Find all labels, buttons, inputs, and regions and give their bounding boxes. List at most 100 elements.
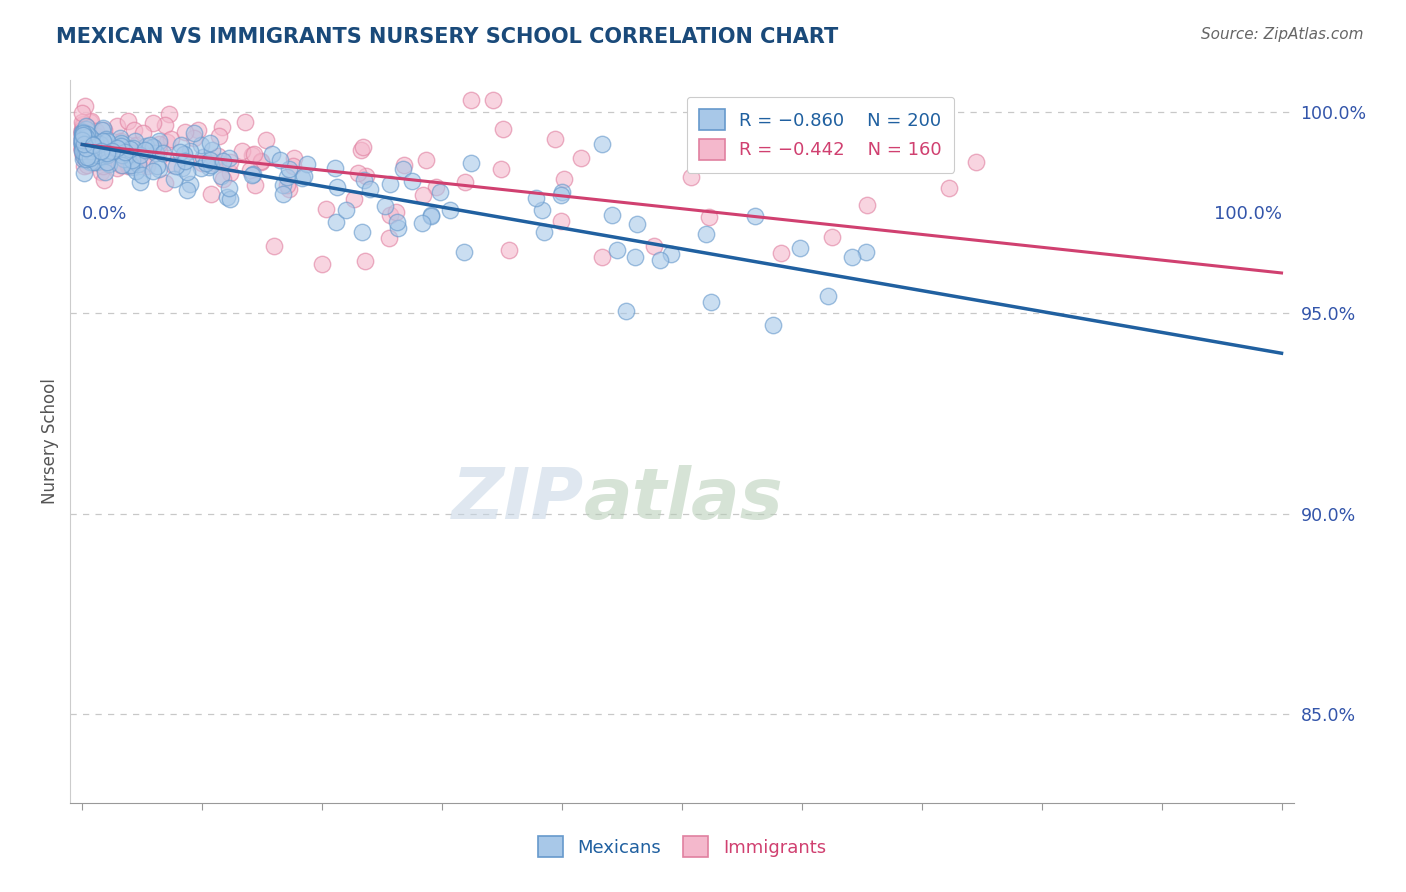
Point <box>425 179 447 194</box>
Point <box>82 147 104 161</box>
Point <box>72 143 94 157</box>
Point <box>93 123 115 137</box>
Point <box>82 142 104 156</box>
Point <box>72 135 94 149</box>
Point <box>212 172 235 186</box>
Point <box>453 244 475 259</box>
Point <box>242 167 264 181</box>
Point <box>77 133 100 147</box>
Point <box>72 130 94 145</box>
Point <box>550 214 572 228</box>
Point <box>75 152 97 166</box>
Point <box>240 168 263 182</box>
Point <box>614 303 637 318</box>
Point <box>135 139 157 153</box>
Point <box>94 146 117 161</box>
Point <box>72 126 94 140</box>
Point <box>117 114 139 128</box>
Point <box>89 137 111 152</box>
Point <box>79 152 101 166</box>
Point <box>311 257 333 271</box>
Point <box>139 137 162 152</box>
Point <box>76 134 98 148</box>
Point <box>73 129 96 144</box>
Point <box>544 132 567 146</box>
Point <box>73 142 96 156</box>
Point <box>174 125 197 139</box>
Point <box>72 136 94 151</box>
Point <box>84 124 107 138</box>
Point <box>72 127 94 141</box>
Point <box>163 171 186 186</box>
Point <box>82 141 104 155</box>
Point <box>173 147 195 161</box>
Point <box>72 132 94 146</box>
Point <box>111 148 134 162</box>
Point <box>207 149 229 163</box>
Point <box>97 157 120 171</box>
Point <box>72 137 94 152</box>
Point <box>86 128 108 143</box>
Point <box>121 161 143 175</box>
Point <box>131 169 153 183</box>
Point <box>72 129 94 144</box>
Point <box>200 186 222 201</box>
Point <box>75 141 97 155</box>
Point <box>72 141 94 155</box>
Point <box>148 134 170 148</box>
Point <box>73 140 96 154</box>
Text: MEXICAN VS IMMIGRANTS NURSERY SCHOOL CORRELATION CHART: MEXICAN VS IMMIGRANTS NURSERY SCHOOL COR… <box>56 27 838 46</box>
Point <box>72 125 94 139</box>
Point <box>125 138 148 153</box>
Point <box>156 135 179 149</box>
Point <box>84 153 107 168</box>
Point <box>250 154 273 169</box>
Point <box>72 124 94 138</box>
Point <box>93 146 115 161</box>
Point <box>134 143 156 157</box>
Point <box>73 141 96 155</box>
Point <box>89 145 111 159</box>
Point <box>72 143 94 157</box>
Point <box>533 226 555 240</box>
Point <box>72 135 94 149</box>
Point <box>72 136 94 150</box>
Point <box>127 156 149 170</box>
Point <box>86 147 108 161</box>
Point <box>76 119 98 133</box>
Point <box>79 134 101 148</box>
Point <box>378 231 401 245</box>
Point <box>91 122 114 136</box>
Point <box>856 198 879 212</box>
Point <box>72 106 94 120</box>
Point <box>72 132 94 146</box>
Point <box>72 127 94 141</box>
Point <box>83 138 105 153</box>
Point <box>73 149 96 163</box>
Point <box>86 153 108 167</box>
Point <box>82 137 104 152</box>
Point <box>176 165 198 179</box>
Point <box>96 134 118 148</box>
Point <box>392 158 415 172</box>
Point <box>769 246 792 260</box>
Point <box>97 145 120 159</box>
Point <box>72 123 94 137</box>
Point <box>73 142 96 156</box>
Point <box>392 162 415 177</box>
Point <box>125 164 148 178</box>
Point <box>591 137 613 152</box>
Point <box>114 145 136 159</box>
Point <box>278 161 301 176</box>
Point <box>374 199 396 213</box>
Point <box>76 133 98 147</box>
Point <box>276 170 298 185</box>
Point <box>77 147 100 161</box>
Point <box>489 162 512 177</box>
Point <box>283 151 305 165</box>
Point <box>76 120 98 135</box>
Point <box>278 181 301 195</box>
Point <box>209 169 232 184</box>
Point <box>148 144 170 158</box>
Point <box>111 157 134 171</box>
